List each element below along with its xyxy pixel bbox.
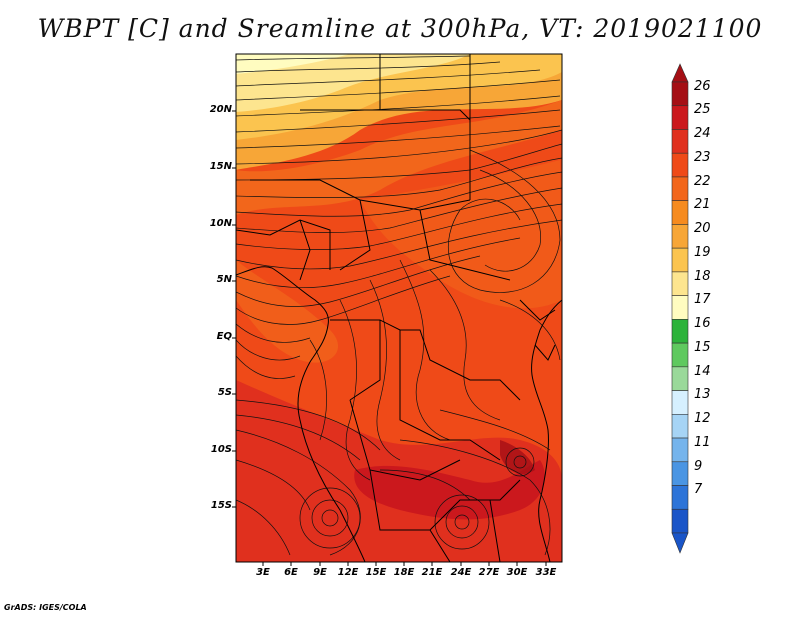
colorbar-top-arrow (671, 63, 689, 83)
colorbar-segment (671, 390, 689, 415)
colorbar-label: 23 (694, 149, 711, 165)
lon-tick-label: 21E (421, 567, 443, 578)
colorbar-segment (671, 176, 689, 201)
colorbar-segment (671, 295, 689, 320)
colorbar-segment (671, 508, 689, 534)
footer-credit: GrADS: IGES/COLA (4, 603, 87, 612)
colorbar-segment (671, 437, 689, 463)
lat-tick-label: EQ (216, 331, 232, 342)
colorbar-segment (671, 105, 689, 130)
colorbar-segment (671, 224, 689, 249)
lon-tick-label: 9E (313, 567, 327, 578)
colorbar-label: 15 (694, 339, 711, 355)
colorbar-segment (671, 81, 689, 107)
colorbar-segment (671, 366, 689, 391)
lat-tick-label: 15N (209, 161, 232, 172)
colorbar-segment (671, 461, 689, 486)
colorbar-label: 26 (694, 78, 711, 94)
colorbar-bottom-arrow (671, 532, 689, 554)
lon-tick-label: 12E (337, 567, 359, 578)
lon-tick-label: 3E (256, 567, 270, 578)
lat-tick-label: 10S (210, 444, 232, 455)
colorbar-segment (671, 319, 689, 344)
colorbar-label: 12 (694, 411, 711, 427)
colorbar-label: 17 (694, 292, 711, 308)
colorbar-label: 9 (694, 458, 703, 474)
colorbar-label: 22 (694, 173, 711, 189)
lon-tick-label: 33E (535, 567, 557, 578)
lon-tick-label: 15E (365, 567, 387, 578)
lon-tick-label: 30E (506, 567, 528, 578)
lat-tick-label: 10N (209, 218, 232, 229)
colorbar-segment (671, 271, 689, 296)
lon-tick-label: 6E (284, 567, 298, 578)
colorbar-segment (671, 414, 689, 439)
colorbar-label: 11 (694, 434, 711, 450)
colorbar-label: 18 (694, 268, 711, 284)
colorbar-segment (671, 200, 689, 225)
colorbar-segment (671, 485, 689, 510)
colorbar-segment (671, 342, 689, 368)
colorbar-label: 25 (694, 102, 711, 118)
lat-tick-label: 5S (217, 387, 232, 398)
lat-tick-label: 15S (210, 500, 232, 511)
lon-tick-label: 18E (393, 567, 415, 578)
map-title: WBPT [C] and Sreamline at 300hPa, VT: 20… (37, 14, 763, 43)
temperature-field (236, 54, 562, 562)
colorbar-label: 20 (694, 221, 711, 237)
colorbar-label: 24 (694, 126, 711, 142)
colorbar-label: 16 (694, 316, 711, 332)
plot-frame (235, 53, 563, 563)
lat-tick-label: 5N (216, 274, 232, 285)
colorbar (671, 63, 689, 554)
colorbar-label: 21 (694, 197, 711, 213)
colorbar-label: 19 (694, 244, 711, 260)
colorbar-label: 7 (694, 482, 703, 498)
colorbar-segment (671, 247, 689, 273)
colorbar-segment (671, 152, 689, 178)
colorbar-segment (671, 129, 689, 154)
lon-tick-label: 27E (478, 567, 500, 578)
lon-tick-label: 24E (450, 567, 472, 578)
colorbar-label: 14 (694, 363, 711, 379)
lat-tick-label: 20N (209, 104, 232, 115)
colorbar-label: 13 (694, 387, 711, 403)
